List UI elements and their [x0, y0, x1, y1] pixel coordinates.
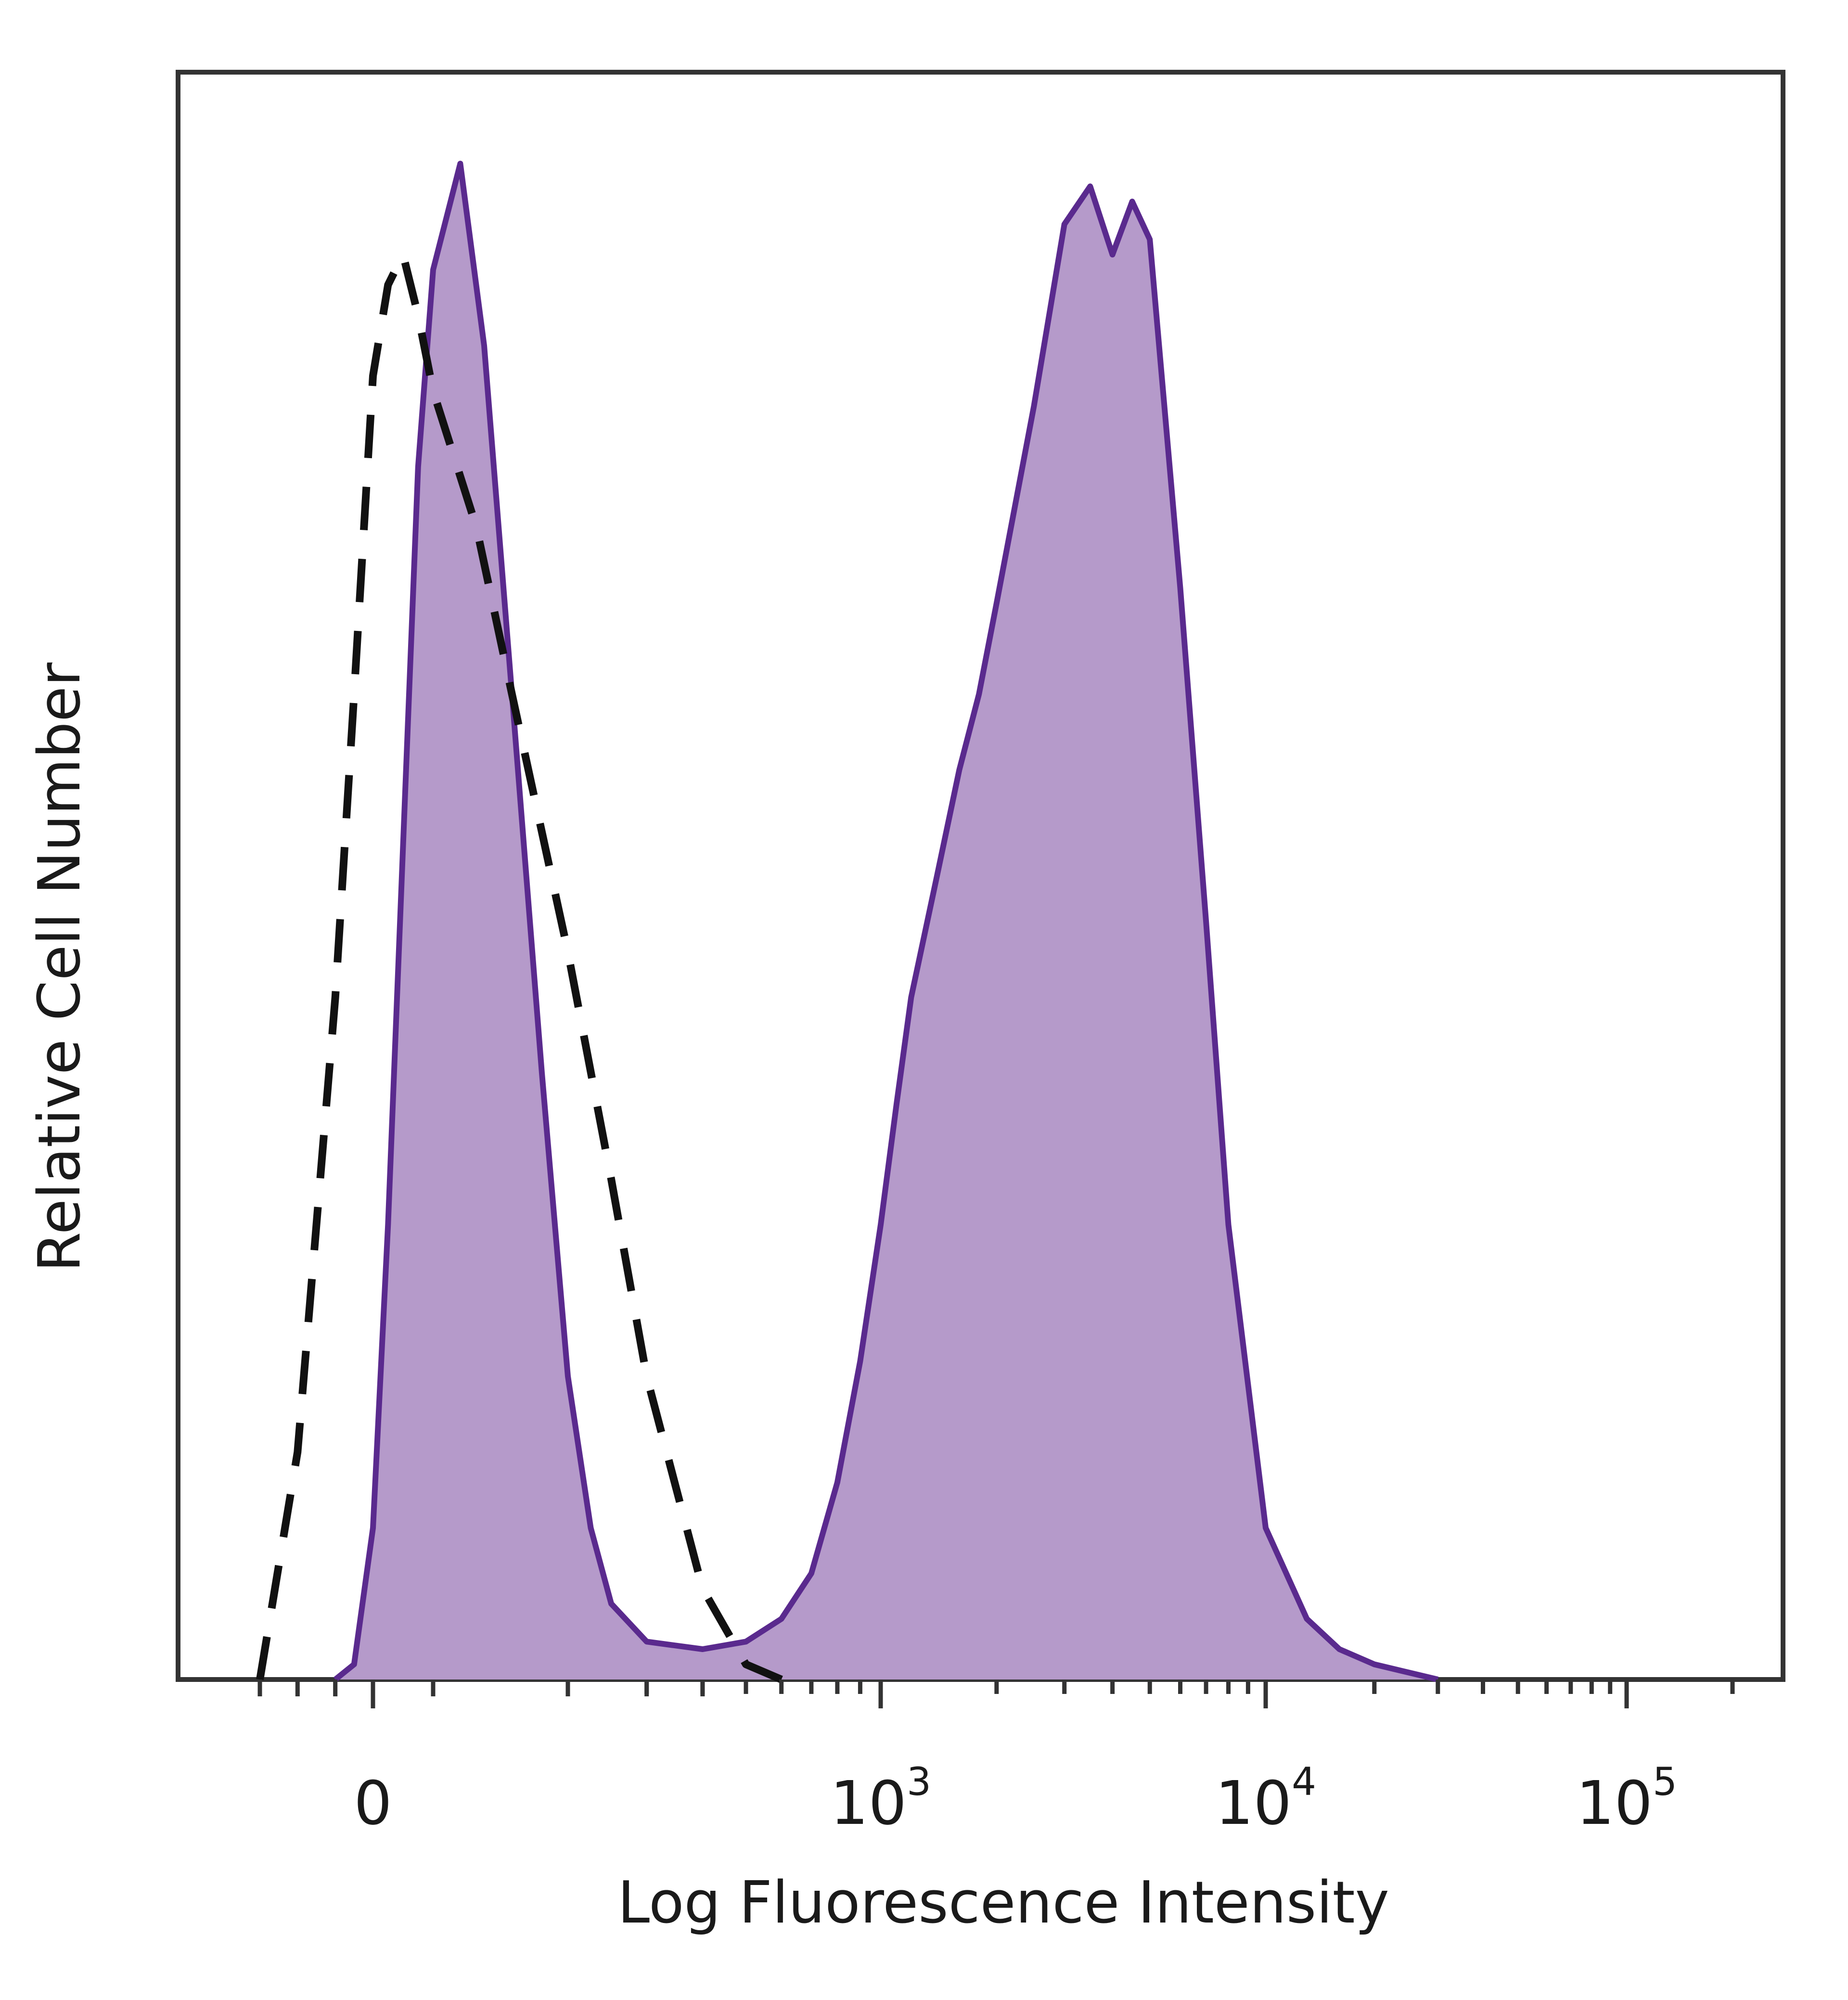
sample-histogram-fill: [335, 164, 1438, 1679]
x-tick-label: 105: [1576, 1759, 1677, 1838]
control-histogram-dashed-line: [256, 251, 783, 1683]
x-tick-label: 104: [1215, 1759, 1316, 1838]
x-tick-label: 0: [354, 1769, 392, 1838]
x-tick-label: 103: [830, 1759, 931, 1838]
x-axis-tick-labels: 0 103 104 105: [354, 1759, 1677, 1838]
x-axis-ticks: [257, 1679, 1735, 1708]
series-layer: [256, 161, 1439, 1683]
x-axis-title: Log Fluorescence Intensity: [617, 1870, 1389, 1936]
y-axis-title: Relative Cell Number: [26, 662, 93, 1272]
sample-histogram-line: [333, 161, 1439, 1682]
